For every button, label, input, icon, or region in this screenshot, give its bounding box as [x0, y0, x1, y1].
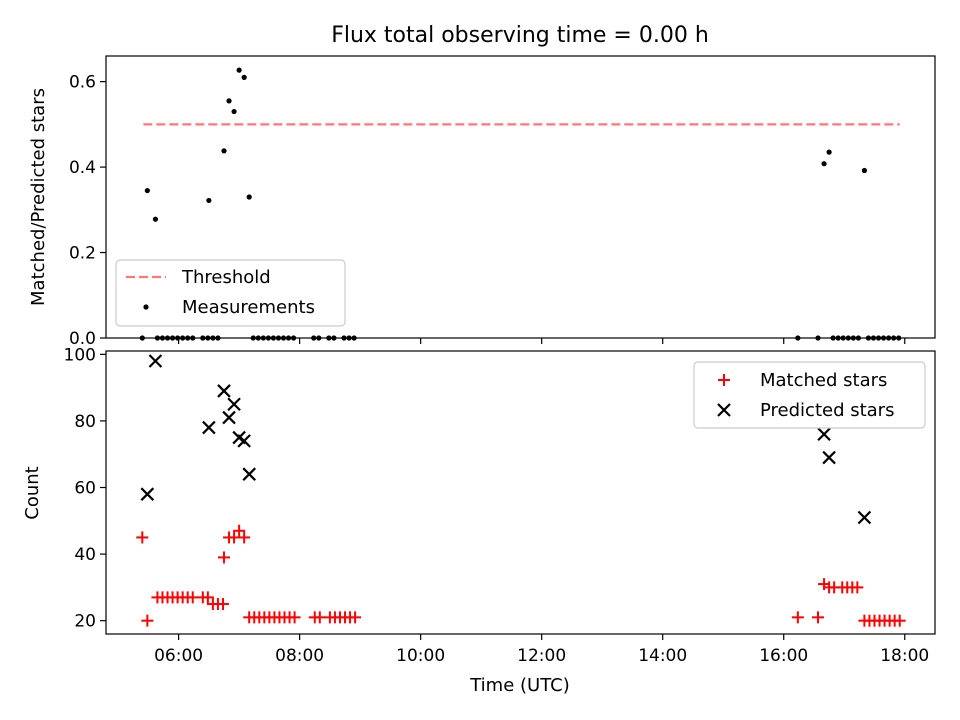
measurement-point	[236, 67, 242, 73]
measurement-point	[221, 148, 227, 154]
measurement-point	[246, 194, 252, 200]
predicted-stars-point	[822, 450, 836, 465]
bottom-panel: 20 40 60 80 100 06:00 08:00 10:00 12:00 14:00 16:0…	[22, 345, 936, 696]
legend-measurements-swatch	[143, 304, 149, 310]
bottom-x-tick-label: 16:00	[759, 646, 808, 666]
predicted-stars-point	[237, 434, 251, 448]
measurement-point	[152, 216, 159, 222]
matched-stars-point	[313, 611, 326, 624]
predicted-stars-point	[242, 467, 256, 481]
top-y-tick-label: 0.0	[69, 329, 96, 349]
predicted-stars-point	[217, 384, 231, 398]
bottom-y-tick-label: 60	[74, 479, 96, 499]
predicted-stars-point	[857, 510, 872, 525]
bottom-x-tick-label: 18:00	[880, 646, 929, 666]
bottom-y-tick-label: 40	[74, 545, 96, 565]
legend-predicted-swatch	[717, 403, 731, 417]
matched-stars-point	[238, 531, 251, 544]
matched-stars-point	[233, 524, 246, 537]
bottom-x-tick-label: 12:00	[517, 646, 566, 666]
top-legend: Threshold Measurements	[115, 259, 346, 327]
matched-stars-point	[228, 531, 241, 544]
measurement-point	[241, 74, 247, 80]
matched-stars-point	[201, 591, 214, 604]
matched-stars-point	[812, 611, 825, 624]
bottom-y-axis-label: Count	[22, 466, 43, 519]
predicted-stars-point	[817, 427, 831, 442]
bottom-legend-box	[693, 361, 926, 429]
top-legend-box	[115, 259, 346, 327]
matched-stars-point	[217, 551, 230, 564]
top-y-axis-label: Matched/Predicted stars	[28, 88, 49, 306]
top-panel: 0.0 0.2 0.4 0.6 Matched/Predicted stars Thr…	[28, 55, 936, 349]
bottom-x-tick-label: 08:00	[275, 646, 324, 666]
legend-predicted-label: Predicted stars	[760, 400, 894, 421]
bottom-x-tick-label: 10:00	[396, 646, 445, 666]
matched-stars-point	[349, 611, 362, 624]
top-y-tick-label: 0.4	[69, 158, 96, 178]
bottom-x-tick-label: 06:00	[154, 646, 203, 666]
top-plot-frame	[105, 55, 936, 339]
measurement-point	[231, 108, 237, 115]
predicted-stars-point	[227, 397, 241, 412]
bottom-y-tick-label: 20	[74, 612, 96, 632]
legend-matched-swatch	[718, 374, 730, 386]
matched-stars-point	[791, 611, 804, 624]
predicted-stars-point	[202, 420, 216, 435]
matched-stars-point	[851, 581, 864, 594]
matched-stars-point	[141, 614, 154, 627]
measurement-point	[226, 98, 232, 104]
bottom-x-tick-label: 14:00	[638, 646, 687, 666]
matched-stars-point	[893, 614, 906, 627]
bottom-y-tick-label: 100	[64, 345, 96, 365]
legend-matched-label: Matched stars	[760, 370, 887, 391]
top-y-tick-label: 0.6	[69, 73, 96, 93]
matched-stars-point	[186, 591, 199, 604]
legend-threshold-label: Threshold	[181, 267, 271, 288]
measurement-point	[821, 161, 827, 167]
measurement-point	[861, 167, 868, 174]
x-axis-label: Time (UTC)	[469, 675, 570, 696]
matched-stars-point	[288, 611, 301, 624]
predicted-stars-point	[140, 487, 155, 501]
bottom-plot-frame	[105, 350, 936, 635]
measurement-point	[826, 149, 832, 155]
bottom-y-tick-label: 80	[74, 412, 96, 432]
legend-measurements-label: Measurements	[182, 297, 315, 318]
bottom-legend: Matched stars Predicted stars	[693, 361, 926, 429]
figure-title: Flux total observing time = 0.00 h	[331, 23, 709, 48]
predicted-stars-point	[148, 354, 163, 368]
measurement-point	[206, 197, 212, 204]
matched-stars-point	[216, 598, 229, 611]
top-y-tick-label: 0.2	[69, 244, 96, 264]
matched-stars-point	[136, 531, 149, 544]
predicted-stars-point	[222, 410, 236, 425]
measurement-point	[144, 187, 150, 194]
